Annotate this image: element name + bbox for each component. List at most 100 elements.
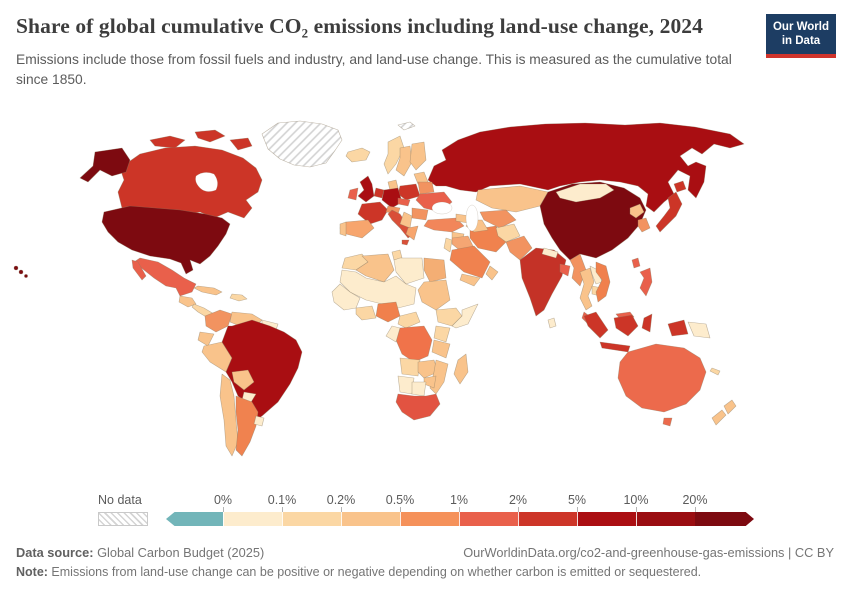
country-japan-hokkaido[interactable] bbox=[673, 180, 687, 193]
country-italy-sicily[interactable] bbox=[401, 239, 410, 246]
country-ghana-ivory[interactable] bbox=[355, 305, 377, 321]
country-tanzania[interactable] bbox=[431, 339, 451, 359]
country-usa-hawaii[interactable] bbox=[24, 274, 28, 278]
country-greenland[interactable] bbox=[261, 120, 343, 168]
country-yemen[interactable] bbox=[459, 273, 481, 287]
country-guatemala[interactable] bbox=[178, 295, 197, 308]
country-congo-gabon[interactable] bbox=[385, 325, 401, 343]
country-thailand[interactable] bbox=[579, 267, 595, 311]
country-chile[interactable] bbox=[219, 373, 239, 457]
country-germany[interactable] bbox=[381, 187, 403, 209]
country-indonesia-borneo[interactable] bbox=[613, 314, 639, 337]
legend-no-data-swatch[interactable] bbox=[98, 512, 148, 526]
country-russia[interactable] bbox=[427, 122, 745, 213]
country-pakistan[interactable] bbox=[505, 235, 533, 261]
legend-segment[interactable] bbox=[341, 512, 400, 526]
country-uruguay[interactable] bbox=[253, 415, 265, 427]
country-oman[interactable] bbox=[485, 265, 499, 281]
country-romania[interactable] bbox=[411, 207, 429, 221]
country-vietnam[interactable] bbox=[595, 261, 611, 303]
owid-url[interactable]: OurWorldinData.org/co2-and-greenhouse-ga… bbox=[463, 545, 834, 560]
country-afghanistan[interactable] bbox=[495, 223, 521, 243]
country-indonesia-sumatra[interactable] bbox=[583, 311, 609, 339]
country-israel-jordan[interactable] bbox=[443, 237, 453, 253]
country-west-africa[interactable] bbox=[331, 283, 361, 311]
legend-segment[interactable] bbox=[223, 512, 282, 526]
country-drc[interactable] bbox=[395, 325, 433, 363]
country-czech-slovakia[interactable] bbox=[397, 197, 411, 207]
country-poland[interactable] bbox=[397, 183, 421, 201]
country-indonesia-papua[interactable] bbox=[667, 319, 689, 337]
country-kenya[interactable] bbox=[433, 325, 451, 343]
country-hispaniola[interactable] bbox=[229, 293, 248, 302]
country-ireland[interactable] bbox=[347, 187, 359, 201]
country-namibia[interactable] bbox=[397, 375, 415, 395]
country-australia[interactable] bbox=[617, 343, 707, 413]
country-papua-new-guinea[interactable] bbox=[687, 321, 711, 339]
country-uzbekistan[interactable] bbox=[479, 209, 517, 229]
country-sudan[interactable] bbox=[417, 279, 451, 311]
country-philippines[interactable] bbox=[639, 267, 653, 297]
country-south-korea[interactable] bbox=[637, 217, 651, 233]
country-ecuador[interactable] bbox=[197, 331, 215, 347]
country-angola[interactable] bbox=[399, 357, 421, 377]
country-portugal[interactable] bbox=[339, 221, 347, 237]
legend-segment[interactable] bbox=[577, 512, 636, 526]
country-australia-tasmania[interactable] bbox=[662, 417, 673, 427]
legend-segment[interactable] bbox=[166, 512, 223, 526]
country-saudi-arabia[interactable] bbox=[449, 245, 491, 279]
country-egypt[interactable] bbox=[423, 257, 447, 283]
country-nigeria[interactable] bbox=[375, 301, 401, 323]
country-mexico-baja[interactable] bbox=[131, 259, 147, 281]
legend-segment[interactable] bbox=[636, 512, 695, 526]
country-finland[interactable] bbox=[409, 141, 427, 171]
country-north-korea[interactable] bbox=[629, 203, 645, 219]
country-usa-alaska[interactable] bbox=[79, 147, 131, 183]
country-botswana[interactable] bbox=[411, 381, 427, 397]
country-indonesia-sulawesi[interactable] bbox=[641, 313, 653, 333]
country-greece[interactable] bbox=[405, 225, 419, 241]
country-argentina[interactable] bbox=[235, 395, 259, 457]
country-bangladesh[interactable] bbox=[559, 263, 571, 277]
country-france[interactable] bbox=[357, 201, 389, 225]
legend-segment[interactable] bbox=[695, 512, 754, 526]
country-algeria[interactable] bbox=[355, 253, 395, 283]
country-iceland[interactable] bbox=[345, 147, 371, 163]
legend-segment[interactable] bbox=[282, 512, 341, 526]
country-canada-island[interactable] bbox=[149, 135, 186, 149]
legend-segment[interactable] bbox=[400, 512, 459, 526]
country-canada-island[interactable] bbox=[229, 137, 253, 151]
country-uk[interactable] bbox=[357, 175, 375, 203]
country-japan[interactable] bbox=[655, 191, 683, 233]
country-sri-lanka[interactable] bbox=[547, 317, 557, 329]
country-belarus[interactable] bbox=[417, 181, 435, 195]
country-new-zealand-south[interactable] bbox=[711, 409, 727, 426]
country-china[interactable] bbox=[539, 181, 647, 261]
country-new-zealand-north[interactable] bbox=[723, 399, 737, 415]
legend-segment[interactable] bbox=[518, 512, 577, 526]
country-indonesia-java[interactable] bbox=[599, 341, 631, 353]
country-usa-hawaii[interactable] bbox=[18, 269, 24, 275]
country-zambia[interactable] bbox=[417, 359, 439, 379]
country-svalbard[interactable] bbox=[397, 121, 416, 131]
country-sweden[interactable] bbox=[395, 145, 413, 177]
country-norway[interactable] bbox=[383, 135, 405, 175]
country-nepal[interactable] bbox=[541, 247, 559, 259]
country-bolivia[interactable] bbox=[231, 369, 255, 391]
country-kazakhstan[interactable] bbox=[475, 185, 549, 213]
country-cuba[interactable] bbox=[193, 285, 223, 296]
country-india[interactable] bbox=[519, 247, 567, 317]
country-usa[interactable] bbox=[101, 205, 231, 275]
country-cameroon[interactable] bbox=[397, 311, 421, 329]
country-new-caledonia[interactable] bbox=[709, 367, 721, 376]
country-canada-island[interactable] bbox=[194, 129, 226, 143]
country-madagascar[interactable] bbox=[453, 353, 469, 385]
country-somalia[interactable] bbox=[451, 303, 479, 329]
country-usa-hawaii[interactable] bbox=[13, 265, 19, 271]
country-south-africa[interactable] bbox=[395, 393, 441, 421]
owid-logo[interactable]: Our World in Data bbox=[766, 14, 836, 58]
country-benelux[interactable] bbox=[373, 187, 385, 199]
country-taiwan[interactable] bbox=[631, 257, 641, 269]
legend-segment[interactable] bbox=[459, 512, 518, 526]
country-mongolia[interactable] bbox=[555, 183, 615, 203]
